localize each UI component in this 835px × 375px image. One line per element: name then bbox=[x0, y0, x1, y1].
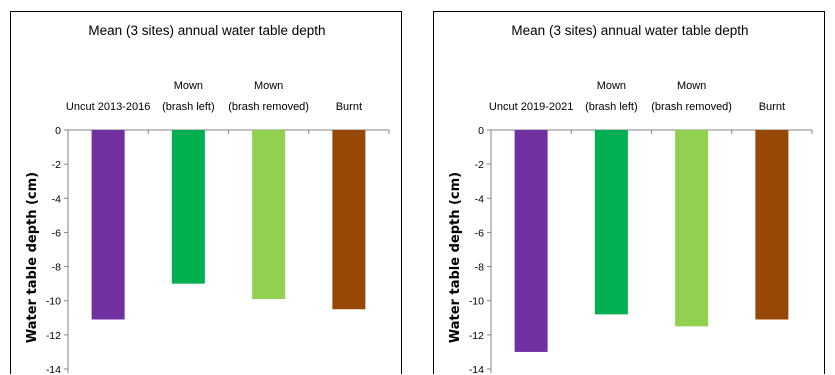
bar bbox=[514, 130, 548, 352]
bar bbox=[252, 130, 286, 300]
category-label: Burnt bbox=[336, 101, 362, 113]
category-label: Mown bbox=[174, 80, 203, 92]
bar bbox=[675, 130, 709, 327]
y-tick-label: -8 bbox=[52, 262, 61, 274]
category-label: Mown bbox=[677, 80, 706, 92]
category-label: Uncut 2013-2016 bbox=[66, 101, 150, 113]
y-tick-label: -6 bbox=[52, 227, 61, 239]
y-tick-label: -10 bbox=[469, 296, 484, 308]
bar bbox=[171, 130, 205, 284]
chart-panel-left: Mean (3 sites) annual water table depth W… bbox=[10, 11, 402, 375]
y-tick-label: -14 bbox=[469, 364, 484, 375]
y-tick-label: -12 bbox=[469, 330, 484, 342]
water-table-chart-left: Mean (3 sites) annual water table depth W… bbox=[25, 23, 390, 375]
y-tick-label: -12 bbox=[46, 330, 61, 342]
y-tick-label: -2 bbox=[475, 159, 484, 171]
water-table-chart-right: Mean (3 sites) annual water table depth W… bbox=[448, 23, 813, 375]
chart-title: Mean (3 sites) annual water table depth bbox=[511, 23, 748, 38]
bar bbox=[332, 130, 366, 310]
y-axis-label: Water table depth (cm) bbox=[25, 172, 40, 343]
y-tick-label: 0 bbox=[478, 125, 484, 137]
y-tick-label: -4 bbox=[52, 193, 61, 205]
category-label: (brash removed) bbox=[228, 101, 309, 113]
bar bbox=[91, 130, 125, 320]
category-label: (brash removed) bbox=[651, 101, 732, 113]
y-axis-label: Water table depth (cm) bbox=[448, 172, 463, 343]
y-tick-label: -8 bbox=[475, 262, 484, 274]
y-tick-label: -6 bbox=[475, 227, 484, 239]
y-tick-label: 0 bbox=[55, 125, 61, 137]
y-tick-label: -4 bbox=[475, 193, 484, 205]
y-tick-label: -10 bbox=[46, 296, 61, 308]
category-label: Mown bbox=[597, 80, 626, 92]
y-tick-label: -14 bbox=[46, 364, 61, 375]
category-label: (brash left) bbox=[162, 101, 215, 113]
bar bbox=[594, 130, 628, 315]
category-label: (brash left) bbox=[585, 101, 638, 113]
bar bbox=[755, 130, 789, 320]
category-label: Uncut 2019-2021 bbox=[489, 101, 573, 113]
category-label: Burnt bbox=[759, 101, 785, 113]
category-label: Mown bbox=[254, 80, 283, 92]
chart-panel-right: Mean (3 sites) annual water table depth W… bbox=[433, 11, 825, 375]
chart-title: Mean (3 sites) annual water table depth bbox=[88, 23, 325, 38]
y-tick-label: -2 bbox=[52, 159, 61, 171]
